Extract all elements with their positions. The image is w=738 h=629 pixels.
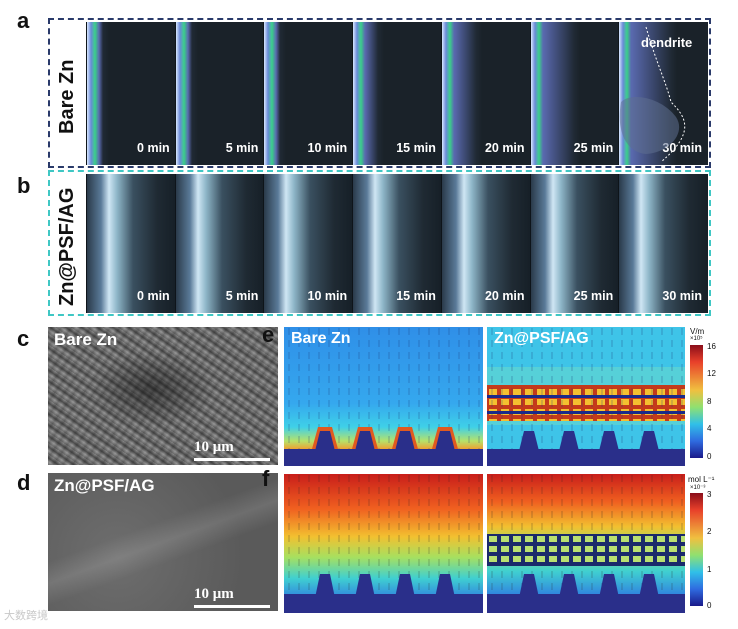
time-label: 10 min	[307, 141, 348, 155]
colorbar-e-tick-8: 8	[707, 397, 712, 406]
scale-bar-c	[194, 458, 270, 461]
colorbar-f-tick-2: 2	[707, 527, 712, 536]
time-frame: 10 min	[263, 22, 354, 165]
sem-image-zn-psf-ag: Zn@PSF/AG 10 μm	[48, 473, 278, 611]
panel-letter-f: f	[262, 466, 270, 491]
colorbar-e-tick-16: 16	[707, 342, 716, 351]
sim-label-bare-zn: Bare Zn	[291, 330, 351, 347]
time-label: 15 min	[396, 289, 436, 303]
conc-sim-zn-psf-ag	[487, 474, 685, 613]
colorbar-f-exponent: ×10⁻³	[690, 485, 706, 491]
field-sim-bare-zn-graphic	[284, 327, 483, 466]
time-frame: 25 min	[529, 174, 620, 313]
watermark: 大数跨境	[4, 610, 48, 622]
time-frame: 15 min	[352, 22, 442, 165]
time-label: 25 min	[573, 141, 614, 155]
time-frame: 15 min	[352, 174, 442, 313]
dendrite-outline	[619, 26, 686, 163]
sim-label-zn-psf-ag: Zn@PSF/AG	[494, 330, 589, 347]
field-sim-zn-psf-ag: Zn@PSF/AG	[487, 327, 685, 466]
panel-letter-a: a	[17, 8, 30, 33]
colorbar-e-unit: V/m	[690, 327, 705, 336]
scale-text-c: 10 μm	[194, 439, 234, 455]
time-label: 30 min	[662, 289, 702, 303]
time-frame: 30 min	[618, 174, 708, 313]
time-frame: 10 min	[263, 174, 354, 313]
colorbar-e-tick-4: 4	[707, 424, 712, 433]
sem-label-bare-zn: Bare Zn	[54, 330, 118, 349]
sem-label-zn-psf-ag: Zn@PSF/AG	[54, 476, 155, 495]
time-label: 25 min	[573, 289, 614, 303]
panel-a-frame	[48, 18, 711, 168]
colorbar-e-tick-0: 0	[707, 452, 712, 461]
time-frame: 5 min	[174, 174, 265, 313]
scale-bar-d	[194, 605, 270, 608]
sem-image-bare-zn: Bare Zn 10 μm	[48, 327, 278, 465]
time-label: 5 min	[225, 289, 259, 303]
colorbar-f-unit: mol L⁻¹	[688, 475, 715, 484]
time-frame: 20 min	[440, 22, 531, 165]
time-label: 10 min	[307, 289, 348, 303]
dendrite-annotation: dendrite	[641, 35, 693, 50]
conc-sim-bare-zn	[284, 474, 483, 613]
colorbar-f-tick-3: 3	[707, 490, 712, 499]
colorbar-e-tick-12: 12	[707, 369, 716, 378]
time-frame: 5 min	[174, 22, 265, 165]
panel-b-strip: 0 min 5 min 10 min 15 min 20 min 25 min 30 min	[86, 174, 708, 313]
time-label: 20 min	[484, 141, 525, 155]
time-frame: 25 min	[529, 22, 620, 165]
conc-sim-zn-psf-ag-graphic	[487, 474, 685, 613]
panel-letter-c: c	[17, 326, 30, 351]
time-frame: 20 min	[440, 174, 531, 313]
field-sim-bare-zn: Bare Zn	[284, 327, 483, 466]
colorbar-f	[690, 493, 703, 606]
panel-b-frame	[48, 170, 711, 316]
panel-letter-b: b	[17, 173, 31, 198]
colorbar-e	[690, 345, 703, 458]
time-frame: 0 min	[86, 22, 176, 165]
time-label: 0 min	[137, 141, 170, 155]
colorbar-f-tick-0: 0	[707, 601, 712, 610]
field-sim-zn-psf-ag-graphic	[487, 327, 685, 466]
colorbar-f-tick-1: 1	[707, 565, 712, 574]
time-frame: 0 min	[86, 174, 176, 313]
time-label: 0 min	[137, 289, 170, 303]
panel-letter-d: d	[17, 470, 31, 495]
panel-letter-e: e	[262, 322, 275, 347]
panel-a-side-label: Bare Zn	[56, 59, 78, 134]
time-label: 5 min	[225, 141, 259, 155]
panel-b-side-label: Zn@PSF/AG	[56, 187, 78, 306]
time-label: 20 min	[484, 289, 525, 303]
time-label: 15 min	[396, 141, 436, 155]
scale-text-d: 10 μm	[194, 586, 234, 602]
colorbar-e-exponent: ×10⁵	[690, 336, 703, 342]
panel-a-strip: 0 min 5 min 10 min 15 min 20 min 25 min 30 min	[86, 22, 708, 165]
conc-sim-bare-zn-graphic	[284, 474, 483, 613]
